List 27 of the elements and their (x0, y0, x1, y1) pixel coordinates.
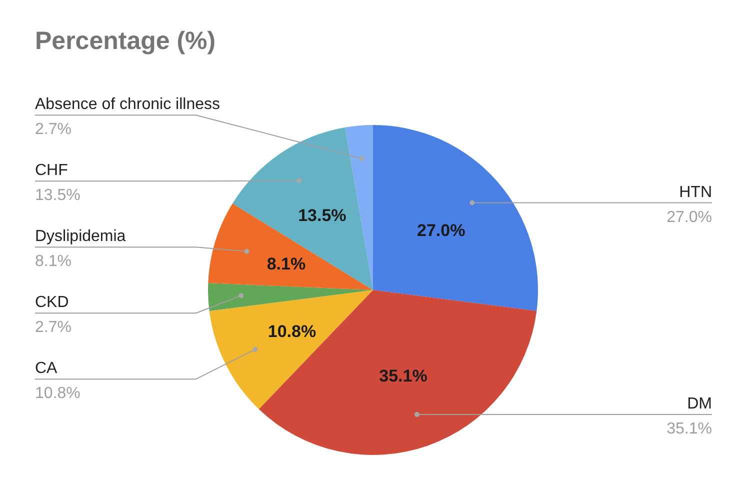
chart-title: Percentage (%) (35, 27, 216, 55)
data-label: 10.8% (35, 385, 80, 402)
pie-slice (232, 127, 373, 290)
pie-slice (208, 203, 373, 290)
pie-slice (373, 125, 538, 311)
slice-label: DM (687, 395, 712, 412)
text: 35.1% (379, 366, 428, 386)
slice-label: CA (35, 360, 58, 378)
text: 27.0% (417, 221, 466, 240)
pie-slice (209, 290, 373, 410)
slice-label: HTN (679, 184, 712, 201)
data-label: 27.0% (666, 208, 712, 226)
slice-label: Dyslipidemia (35, 228, 126, 246)
pie-slice (258, 290, 537, 455)
data-label: 2.7% (35, 121, 72, 138)
text: 10.8% (268, 322, 316, 341)
pie-slice (345, 125, 373, 290)
data-label: 13.5% (35, 187, 80, 204)
slice-label: CHF (35, 162, 68, 180)
data-label: 35.1% (666, 420, 712, 438)
slice-label: CKD (35, 294, 69, 312)
data-label: 8.1% (35, 253, 72, 270)
text: 8.1% (266, 254, 306, 274)
pie-slice (208, 282, 373, 311)
slice-label: Absence of chronic illness (35, 96, 220, 114)
data-label: 2.7% (35, 319, 72, 336)
text: 13.5% (298, 206, 346, 225)
